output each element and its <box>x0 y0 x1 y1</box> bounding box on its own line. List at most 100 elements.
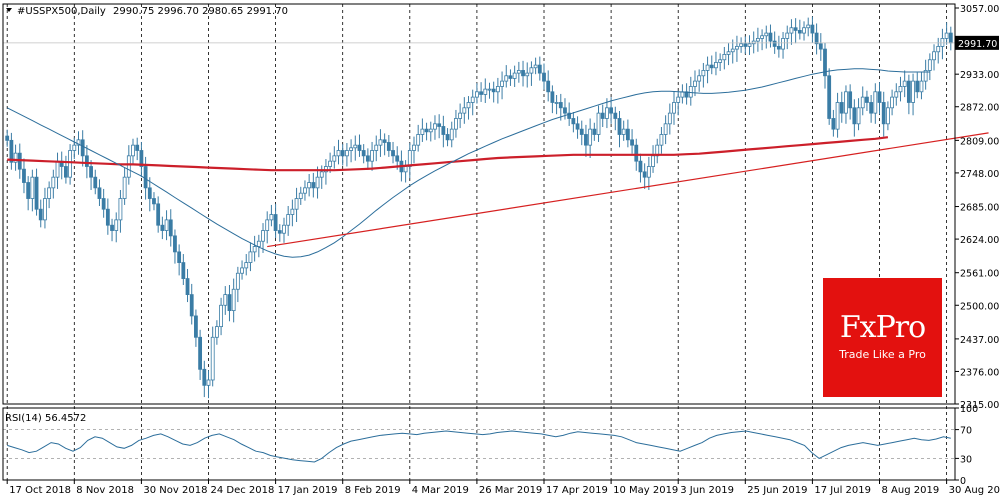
candle-body <box>844 91 848 114</box>
candle-body <box>361 150 366 157</box>
candle-body <box>470 96 475 103</box>
candle-body <box>495 86 500 93</box>
candle-body <box>290 208 295 215</box>
candle-body <box>177 251 182 263</box>
candle-body <box>210 336 215 381</box>
rsi-panel-frame <box>2 407 956 481</box>
candle-body <box>596 112 601 135</box>
candle-body <box>684 91 689 98</box>
candle-body <box>688 86 693 98</box>
candle-body <box>386 142 391 151</box>
x-tick-label: 25 Jun 2019 <box>747 485 807 496</box>
y-tick-label: 3057.00 <box>960 4 999 15</box>
candle-body <box>634 144 639 162</box>
candle-body <box>705 64 710 71</box>
candle-body <box>252 246 257 253</box>
candle-body <box>525 72 530 77</box>
y-tick-label: 2809.00 <box>960 136 999 147</box>
candle-body <box>26 182 31 199</box>
candle-body <box>256 240 261 247</box>
candle-body <box>370 150 374 162</box>
x-tick-label: 3 Jun 2019 <box>680 485 734 496</box>
candle-body <box>164 219 169 231</box>
ma-fast-line <box>6 68 930 258</box>
candle-body <box>105 208 110 226</box>
candle-body <box>516 70 521 74</box>
candle-body <box>936 46 941 53</box>
candle-body <box>873 91 878 114</box>
candle-body <box>579 128 584 135</box>
collapse-triangle-icon[interactable] <box>6 8 12 12</box>
candle-body <box>856 107 861 125</box>
x-tick-label: 10 May 2019 <box>613 485 678 496</box>
candle-body <box>735 46 739 50</box>
x-tick-label: 4 Mar 2019 <box>412 485 469 496</box>
candle-body <box>571 118 576 125</box>
candle-body <box>38 208 43 221</box>
candle-body <box>181 262 186 279</box>
candle-body <box>344 150 349 157</box>
candle-body <box>755 38 760 42</box>
candle-body <box>336 150 341 157</box>
candle-body <box>198 336 203 370</box>
candle-body <box>881 102 886 125</box>
candle-body <box>693 80 697 87</box>
price-panel-frame <box>2 3 956 405</box>
candle-body <box>646 166 651 178</box>
candle-body <box>265 219 270 231</box>
candle-body <box>382 139 387 143</box>
candle-body <box>231 288 236 312</box>
candle-body <box>248 251 253 263</box>
candle-body <box>420 128 425 135</box>
candle-body <box>131 144 135 157</box>
candle-body <box>697 75 702 82</box>
candle-body <box>827 75 832 119</box>
candle-body <box>672 102 676 114</box>
y-tick-label: 2933.00 <box>960 70 999 81</box>
candle-body <box>491 88 496 93</box>
candle-body <box>642 171 647 178</box>
candle-body <box>814 32 819 45</box>
candle-body <box>613 112 618 119</box>
candle-body <box>906 80 911 103</box>
x-tick-label: 17 Apr 2019 <box>546 485 608 496</box>
candle-body <box>147 187 152 199</box>
candle-body <box>751 40 756 45</box>
candle-body <box>542 72 546 82</box>
candle-body <box>365 155 370 162</box>
candle-body <box>55 160 60 178</box>
candle-body <box>185 278 190 295</box>
candle-body <box>730 48 735 53</box>
y-tick-label: 2376.00 <box>960 367 999 378</box>
candle-body <box>64 166 68 178</box>
candle-body <box>609 107 614 114</box>
candle-body <box>462 107 467 114</box>
rsi-tick-label: 30 <box>960 454 972 465</box>
candle-body <box>240 267 244 274</box>
candle-body <box>764 32 769 37</box>
candle-body <box>630 139 634 146</box>
candle-body <box>118 198 123 221</box>
candle-body <box>374 144 379 151</box>
current-price-label: 2991.70 <box>958 39 997 50</box>
candle-body <box>789 27 794 34</box>
candle-body <box>584 134 588 146</box>
candle-body <box>403 166 408 173</box>
candle-body <box>898 86 903 93</box>
logo-brand: FxPro <box>839 310 926 345</box>
candle-body <box>189 294 194 317</box>
x-tick-label: 30 Nov 2018 <box>143 485 207 496</box>
candle-body <box>43 198 47 221</box>
candle-body <box>294 198 299 210</box>
candle-body <box>449 128 454 141</box>
candle-body <box>412 144 416 151</box>
candle-body <box>554 102 559 104</box>
ma-slow-line <box>7 136 889 172</box>
candle-body <box>269 214 274 221</box>
x-tick-label: 8 Feb 2019 <box>345 485 401 496</box>
candle-body <box>277 230 282 234</box>
candle-body <box>806 24 811 29</box>
candle-body <box>919 80 924 93</box>
candle-body <box>428 128 433 133</box>
